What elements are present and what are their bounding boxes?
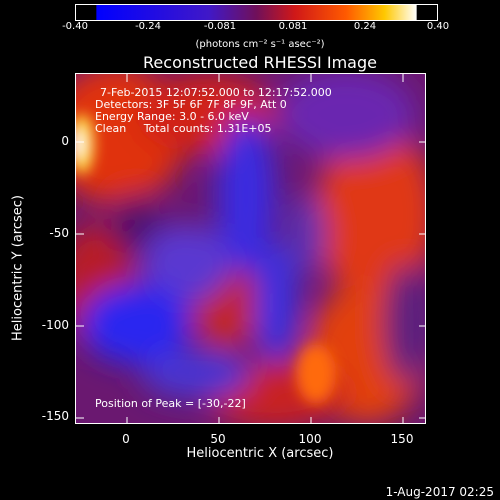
colorbar-tick: -0.24 xyxy=(135,21,161,32)
x-tick-label: 100 xyxy=(298,432,322,446)
heatmap-image xyxy=(76,74,425,423)
colorbar-unit-label: (photons cm⁻² s⁻¹ asec⁻²) xyxy=(195,39,325,50)
colorbar-tick: 0.40 xyxy=(426,21,450,32)
annotation-detectors: Detectors: 3F 5F 6F 7F 8F 9F, Att 0 xyxy=(95,98,287,111)
y-axis-label: Heliocentric Y (arcsec) xyxy=(10,195,26,341)
x-tick-label: 150 xyxy=(390,432,414,446)
colorbar-tick: 0.081 xyxy=(278,21,308,32)
colorbar-tick: -0.081 xyxy=(203,21,237,32)
footer-date: 1-Aug-2017 02:25 xyxy=(385,485,494,499)
annotation-time-range: 7-Feb-2015 12:07:52.000 to 12:17:52.000 xyxy=(100,86,332,99)
y-tick-label: 0 xyxy=(61,134,69,148)
x-axis-label: Heliocentric X (arcsec) xyxy=(186,446,334,461)
chart-title: Reconstructed RHESSI Image xyxy=(143,53,377,72)
colorbar-tick: 0.24 xyxy=(353,21,377,32)
y-tick-label: -150 xyxy=(41,409,69,423)
x-tick-label: 50 xyxy=(210,432,226,446)
annotation-counts: Clean Total counts: 1.31E+05 xyxy=(95,122,272,135)
colorbar xyxy=(75,4,438,21)
colorbar-tick: -0.40 xyxy=(62,21,88,32)
x-tick-label: 0 xyxy=(122,432,130,446)
heatmap-plot xyxy=(75,73,426,424)
y-tick-label: -100 xyxy=(41,318,69,332)
y-tick-label: -50 xyxy=(49,226,69,240)
annotation-peak-position: Position of Peak = [-30,-22] xyxy=(95,397,246,410)
annotation-energy-range: Energy Range: 3.0 - 6.0 keV xyxy=(95,110,249,123)
